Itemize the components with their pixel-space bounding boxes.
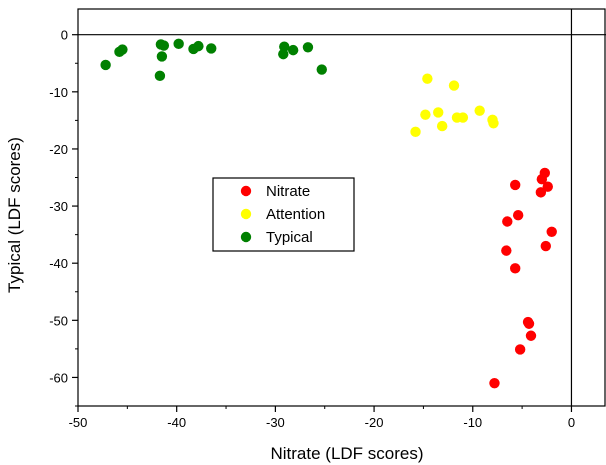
data-point-nitrate xyxy=(512,210,524,221)
y-tick-label: -60 xyxy=(49,370,68,385)
x-tick-label: -30 xyxy=(266,415,285,430)
data-point-attention xyxy=(433,107,444,118)
data-point-attention xyxy=(436,120,448,132)
data-point-nitrate xyxy=(489,377,500,389)
legend-marker-typical xyxy=(240,231,252,243)
data-point-typical xyxy=(156,51,168,62)
series-attention xyxy=(410,73,499,138)
legend: Nitrate Attention Typical xyxy=(212,177,355,252)
x-axis: -50 -40 -30 -20 -10 0 xyxy=(69,406,575,430)
x-tick-label: -10 xyxy=(463,415,482,430)
data-point-nitrate xyxy=(540,240,551,252)
data-point-attention xyxy=(474,105,485,116)
y-tick-label: -40 xyxy=(49,256,68,271)
data-point-nitrate xyxy=(501,245,512,256)
legend-label-attention: Attention xyxy=(266,206,325,223)
legend-label-nitrate: Nitrate xyxy=(266,183,310,200)
data-point-nitrate xyxy=(535,187,547,198)
data-points xyxy=(100,38,557,389)
x-tick-label: 0 xyxy=(568,415,575,430)
y-axis: 0 -10 -20 -30 -40 -50 -60 xyxy=(49,28,78,407)
data-point-nitrate xyxy=(536,174,548,185)
plot-frame xyxy=(77,8,606,407)
data-point-attention xyxy=(448,80,460,91)
y-tick-label: -50 xyxy=(49,313,68,328)
data-point-attention xyxy=(420,109,431,120)
data-point-typical xyxy=(117,44,128,55)
x-axis-label: Nitrate (LDF scores) xyxy=(270,444,423,463)
data-point-nitrate xyxy=(514,344,526,355)
data-point-typical xyxy=(316,64,327,75)
y-tick-label: -10 xyxy=(49,85,68,100)
y-tick-label: 0 xyxy=(61,28,68,43)
data-point-typical xyxy=(206,43,217,54)
data-point-attention xyxy=(488,118,499,129)
data-point-typical xyxy=(154,70,166,82)
y-tick-label: -30 xyxy=(49,199,68,214)
x-tick-label: -20 xyxy=(365,415,384,430)
data-point-typical xyxy=(100,59,111,71)
data-point-typical xyxy=(302,42,314,53)
legend-label-typical: Typical xyxy=(266,229,313,246)
data-point-typical xyxy=(173,38,184,50)
legend-marker-nitrate xyxy=(240,185,252,197)
data-point-typical xyxy=(278,48,289,60)
data-point-nitrate xyxy=(510,179,521,191)
legend-box xyxy=(212,177,355,252)
data-point-typical xyxy=(193,40,204,52)
series-typical xyxy=(100,38,327,82)
data-point-nitrate xyxy=(525,330,537,341)
data-point-nitrate xyxy=(502,216,513,227)
data-point-typical xyxy=(158,40,170,51)
data-point-attention xyxy=(457,112,469,123)
y-axis-label: Typical (LDF scores) xyxy=(5,137,24,293)
x-tick-label: -40 xyxy=(167,415,186,430)
y-tick-label: -20 xyxy=(49,142,68,157)
data-point-attention xyxy=(410,126,421,138)
data-point-nitrate xyxy=(542,181,553,192)
data-point-nitrate xyxy=(523,318,535,329)
data-point-typical xyxy=(287,44,299,56)
data-point-attention xyxy=(422,73,433,84)
data-point-nitrate xyxy=(510,263,521,274)
series-nitrate xyxy=(489,167,557,389)
legend-marker-attention xyxy=(240,208,252,220)
data-point-nitrate xyxy=(546,226,557,237)
x-tick-label: -50 xyxy=(69,415,88,430)
